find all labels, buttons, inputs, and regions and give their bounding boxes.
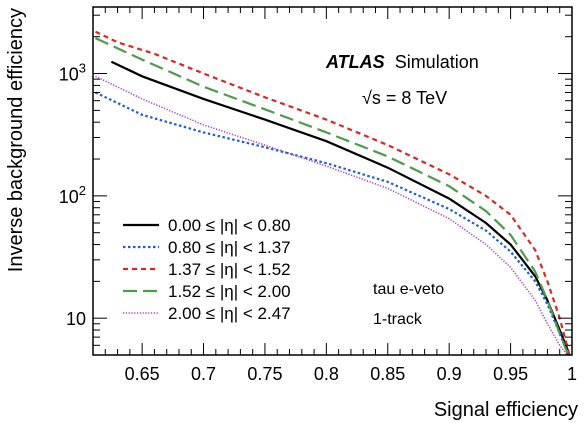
legend: 0.00 ≤ |η| < 0.80 0.80 ≤ |η| < 1.37 1.37 ≤…	[123, 216, 291, 323]
x-tick-label: 0.75	[247, 364, 282, 384]
atlas-label: ATLAS Simulation	[325, 52, 479, 72]
x-tick-label: 0.85	[370, 364, 405, 384]
legend-label: 2.00 ≤ |η| < 2.47	[168, 304, 291, 323]
x-tick-label: 0.95	[493, 364, 528, 384]
tick-labels-layer: 0.65 0.7 0.75 0.8 0.85 0.9 0.95 1 10 102 103	[59, 61, 577, 384]
x-tick-label: 0.8	[314, 364, 339, 384]
curves-layer	[95, 30, 571, 355]
legend-label: 1.52 ≤ |η| < 2.00	[168, 282, 291, 301]
x-tick-label: 0.9	[437, 364, 462, 384]
legend-label: 1.37 ≤ |η| < 1.52	[168, 260, 291, 279]
legend-entry-2: 0.80 ≤ |η| < 1.37	[123, 238, 291, 257]
y-tick-label: 10	[66, 309, 86, 329]
x-tick-label: 0.7	[191, 364, 216, 384]
plot-frame	[92, 6, 573, 356]
legend-label: 0.80 ≤ |η| < 1.37	[168, 238, 291, 257]
svg-text:ATLAS Simulation: ATLAS Simulation	[325, 52, 479, 72]
prongs-label: 1-track	[373, 311, 423, 328]
series-line-3	[95, 30, 571, 355]
x-tick-label: 1	[567, 364, 577, 384]
legend-entry-1: 0.00 ≤ |η| < 0.80	[123, 216, 291, 235]
y-tick-label: 102	[59, 183, 86, 207]
series-line-2	[95, 91, 570, 355]
legend-entry-5: 2.00 ≤ |η| < 2.47	[123, 304, 291, 323]
status-label: Simulation	[395, 52, 479, 72]
ticks-layer	[92, 7, 573, 356]
y-tick-label: 103	[59, 61, 86, 85]
energy-label: √s = 8 TeV	[362, 88, 447, 108]
series-line-4	[95, 37, 570, 355]
x-axis-label: Signal efficiency	[434, 399, 578, 421]
legend-label: 0.00 ≤ |η| < 0.80	[168, 216, 291, 235]
selection-label: tau e-veto	[373, 281, 444, 298]
y-axis-label: Inverse background efficiency	[5, 8, 27, 272]
legend-entry-3: 1.37 ≤ |η| < 1.52	[123, 260, 291, 279]
legend-entry-4: 1.52 ≤ |η| < 2.00	[123, 282, 291, 301]
series-line-5	[95, 75, 568, 355]
experiment-label: ATLAS	[325, 52, 385, 72]
x-tick-label: 0.65	[125, 364, 160, 384]
